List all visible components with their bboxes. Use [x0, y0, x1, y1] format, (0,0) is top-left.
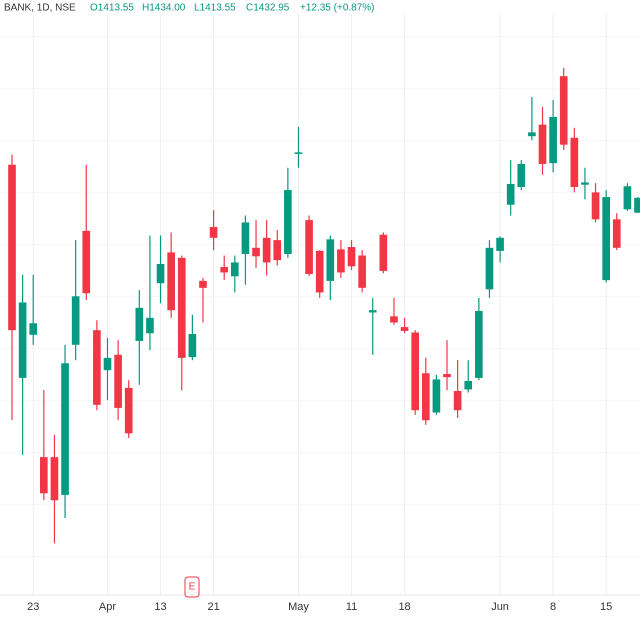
candle-body [294, 152, 303, 154]
candle-body [305, 220, 313, 274]
header: BANK, 1D, NSE O1413.55 H1434.00 L1413.55… [4, 3, 375, 14]
candle-body [61, 363, 69, 495]
candle-body [528, 132, 536, 137]
candle-body [252, 247, 260, 257]
ohlc-low: L1413.55 [194, 3, 236, 14]
candle-body [538, 124, 547, 164]
candle-body [146, 317, 154, 334]
candle-body [177, 257, 186, 358]
candle-body [241, 222, 250, 254]
candle-body [453, 390, 462, 411]
candle-body [18, 302, 27, 378]
event-label[interactable]: E [189, 582, 196, 593]
candle-body [347, 247, 356, 267]
candle-body [273, 240, 282, 261]
candle-body [188, 334, 197, 358]
candle-body [443, 374, 451, 378]
candle-body [40, 457, 48, 494]
candle-body [124, 387, 133, 434]
candle-body [199, 280, 207, 288]
candle-body [358, 255, 366, 288]
candle-body [326, 239, 335, 281]
candle-body [421, 373, 430, 421]
candle-body [8, 164, 16, 331]
candle-body [262, 237, 271, 263]
x-tick-label: Apr [99, 601, 116, 613]
change-label: +12.35 (+0.87%) [300, 3, 375, 14]
candle-body [209, 227, 218, 238]
event-badge[interactable] [184, 576, 200, 598]
chart-title: BANK, 1D, NSE [4, 3, 76, 14]
candle-body [82, 230, 91, 294]
candle-body [379, 234, 388, 271]
candle-body [29, 323, 38, 335]
candle-body [114, 354, 122, 408]
candle-body [559, 76, 568, 145]
candle-body [634, 197, 640, 213]
candle-body [570, 137, 579, 188]
candle-body [602, 197, 610, 281]
candle-body [464, 380, 473, 390]
candle-body [623, 186, 632, 210]
candle-body [496, 237, 504, 251]
candle-body [135, 307, 144, 341]
candle-body [432, 379, 441, 413]
x-tick-label: 8 [550, 601, 556, 613]
candle-body [284, 190, 292, 254]
candle-body [612, 219, 621, 248]
x-tick-label: 18 [398, 601, 410, 613]
candle-body [315, 250, 324, 293]
x-tick-label: 21 [207, 601, 219, 613]
candle-body [71, 296, 80, 345]
candle-body [591, 192, 600, 220]
candle-body [506, 183, 515, 205]
candle-body [103, 357, 112, 371]
x-tick-label: 23 [27, 601, 39, 613]
x-tick-label: 15 [600, 601, 612, 613]
event-marker[interactable]: E [184, 576, 200, 598]
candle-body [220, 267, 229, 273]
candle-body [156, 263, 165, 284]
candle-body [475, 310, 483, 378]
candle-body [411, 332, 420, 411]
ohlc-close: C1432.95 [246, 3, 290, 14]
candle-body [400, 327, 409, 331]
candle-body [517, 163, 526, 188]
candle-body [549, 116, 557, 164]
x-tick-label: May [288, 601, 309, 613]
candle-body [337, 249, 345, 273]
candle-body [581, 182, 589, 185]
candle-body [485, 247, 494, 290]
candle-body [93, 330, 101, 405]
candle-body [167, 252, 175, 311]
candle-body [390, 316, 398, 323]
x-tick-label: 11 [346, 601, 357, 613]
candle-body [50, 457, 59, 501]
candle-body [368, 310, 377, 313]
ohlc-high: H1434.00 [142, 3, 186, 14]
x-tick-label: Jun [491, 601, 509, 613]
horizontal-grid [0, 14, 640, 594]
candle-body [230, 262, 239, 277]
ohlc-open: O1413.55 [90, 3, 134, 14]
x-tick-label: 13 [154, 601, 166, 613]
